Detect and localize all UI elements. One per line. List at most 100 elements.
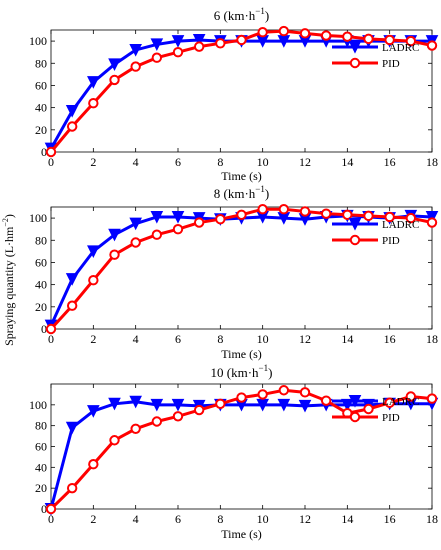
y-tick-label: 100	[29, 211, 47, 225]
data-point-ladrc	[425, 210, 439, 224]
legend-marker-ladrc	[348, 41, 362, 54]
x-tick-label: 12	[299, 512, 311, 526]
x-tick-label: 8	[217, 155, 223, 169]
y-tick-label: 100	[29, 34, 47, 48]
y-tick-label: 0	[41, 145, 47, 159]
data-point-pid	[320, 208, 332, 219]
data-point-pid	[299, 28, 311, 39]
data-point-pid	[320, 395, 332, 406]
y-tick-label: 60	[35, 78, 47, 92]
x-axis-label: Time (s)	[221, 169, 262, 183]
data-point-pid	[278, 204, 290, 215]
legend-marker-pid	[349, 57, 361, 69]
data-point-pid	[320, 30, 332, 41]
y-tick-label: 80	[35, 419, 47, 433]
data-point-ladrc	[87, 405, 100, 418]
x-tick-label: 4	[133, 512, 139, 526]
data-point-pid	[109, 74, 120, 86]
chart-title: 10 (km·h−1)	[211, 363, 273, 380]
x-tick-label: 4	[133, 155, 139, 169]
data-point-pid	[88, 98, 99, 109]
data-point-pid	[66, 300, 78, 311]
x-tick-label: 14	[341, 332, 353, 346]
chart-title-main: 10 (km·h	[211, 365, 260, 380]
x-tick-label: 0	[48, 512, 54, 526]
x-axis-label: Time (s)	[221, 527, 262, 541]
data-point-pid	[151, 229, 163, 240]
data-point-ladrc	[129, 43, 142, 57]
x-tick-label: 6	[175, 155, 181, 169]
legend-marker-ladrc	[348, 218, 362, 231]
legend-label-pid: PID	[382, 412, 400, 424]
series-line-ladrc	[49, 38, 432, 150]
y-tick-label: 80	[35, 233, 47, 247]
legend: LADRC PID	[332, 395, 419, 424]
x-tick-label: 0	[48, 332, 54, 346]
data-point-ladrc	[192, 33, 206, 47]
data-point-pid	[384, 211, 395, 223]
legend-marker-pid	[349, 234, 361, 246]
data-point-pid	[172, 223, 184, 235]
x-tick-label: 4	[133, 332, 139, 346]
data-point-pid	[363, 210, 374, 222]
y-axis-label-close: )	[2, 214, 16, 218]
y-tick-label: 60	[35, 255, 47, 269]
data-point-pid	[45, 146, 57, 158]
x-tick-label: 14	[341, 512, 353, 526]
y-tick-label: 80	[35, 56, 47, 70]
chart-panel-8kmh: 8 (km·h−1) Time (s) 0 2 4 6 8 10 12 14 16 18 0 20 40…	[29, 184, 439, 361]
legend: LADRC PID	[332, 218, 419, 247]
data-point-pid	[405, 212, 417, 224]
series-line-pid	[49, 29, 433, 153]
legend-marker-ladrc	[348, 395, 362, 408]
data-point-pid	[130, 237, 141, 248]
data-point-pid	[278, 385, 290, 396]
y-axis-label-superscript: −2	[1, 218, 10, 227]
data-point-pid	[66, 121, 78, 132]
data-point-pid	[405, 391, 417, 402]
data-point-ladrc	[65, 421, 79, 435]
series-line-ladrc	[49, 214, 433, 327]
x-tick-label: 18	[426, 332, 438, 346]
data-point-ladrc	[150, 398, 164, 412]
data-point-pid	[278, 25, 290, 37]
data-point-pid	[299, 206, 311, 217]
data-point-pid	[193, 404, 205, 416]
x-tick-label: 2	[90, 332, 96, 346]
x-tick-label: 12	[299, 332, 311, 346]
series-line-pid	[49, 207, 433, 331]
data-point-pid	[45, 323, 57, 335]
x-tick-label: 16	[384, 512, 396, 526]
y-tick-label: 40	[35, 101, 47, 115]
data-point-pid	[109, 249, 120, 260]
data-point-pid	[193, 41, 205, 52]
chart-title-close: )	[265, 8, 269, 23]
data-point-pid	[257, 204, 268, 215]
chart-title: 8 (km·h−1)	[214, 184, 269, 201]
y-tick-label: 40	[35, 460, 47, 474]
chart-title-main: 6 (km·h	[214, 8, 256, 23]
y-axis-label-main: Spraying quantity (L·hm	[2, 226, 16, 346]
plot-frame	[50, 29, 433, 153]
data-point-pid	[215, 398, 226, 409]
data-point-ladrc	[150, 210, 164, 224]
x-tick-label: 8	[217, 332, 223, 346]
data-point-ladrc	[108, 228, 121, 242]
data-point-pid	[236, 34, 247, 46]
legend: LADRC PID	[332, 41, 419, 70]
data-point-pid	[426, 217, 438, 228]
data-point-ladrc	[65, 273, 79, 286]
x-tick-label: 16	[384, 332, 396, 346]
x-tick-label: 0	[48, 155, 54, 169]
legend-label-ladrc: LADRC	[382, 42, 419, 54]
data-point-pid	[151, 52, 163, 63]
legend-label-ladrc: LADRC	[382, 219, 419, 231]
x-tick-label: 2	[90, 512, 96, 526]
data-point-pid	[45, 503, 57, 515]
data-point-pid	[384, 34, 395, 46]
data-point-pid	[363, 403, 374, 415]
data-point-pid	[109, 435, 120, 446]
y-tick-label: 60	[35, 440, 47, 454]
data-point-ladrc	[65, 104, 79, 118]
